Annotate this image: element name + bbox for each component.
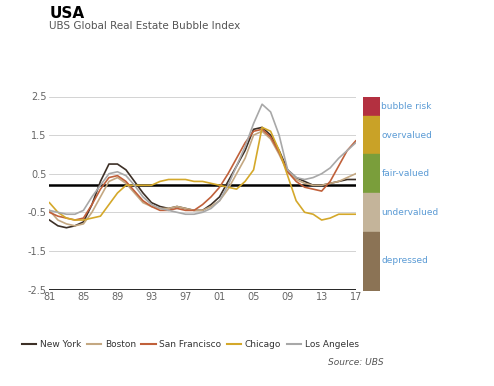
Text: fair-valued: fair-valued <box>381 169 429 178</box>
Text: overvalued: overvalued <box>381 130 432 140</box>
Text: undervalued: undervalued <box>381 208 439 217</box>
Legend: New York, Boston, San Francisco, Chicago, Los Angeles: New York, Boston, San Francisco, Chicago… <box>18 337 362 353</box>
Text: depressed: depressed <box>381 256 428 265</box>
Text: USA: USA <box>49 6 84 21</box>
Text: bubble risk: bubble risk <box>381 102 432 111</box>
Text: UBS Global Real Estate Bubble Index: UBS Global Real Estate Bubble Index <box>49 21 241 31</box>
Text: Source: UBS: Source: UBS <box>328 358 383 367</box>
